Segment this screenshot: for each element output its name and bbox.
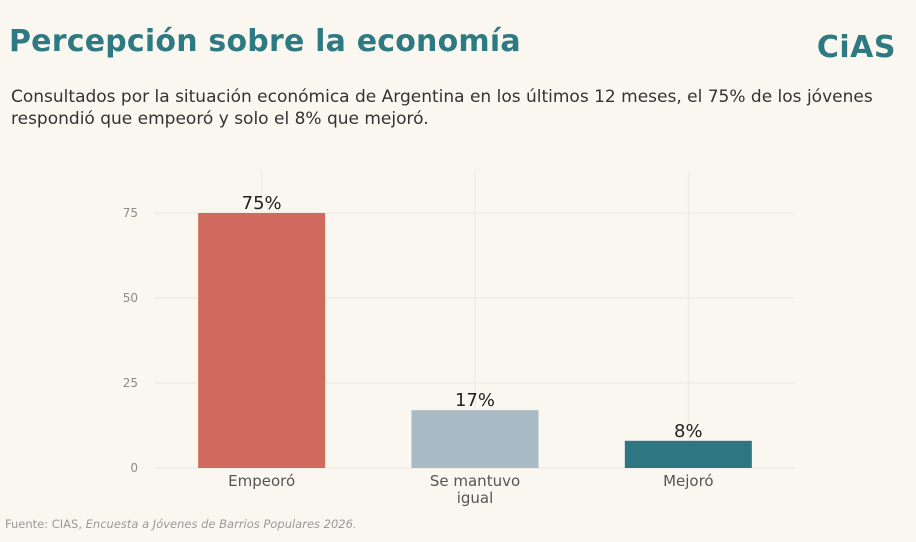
cias-logo: CiAS: [816, 30, 896, 65]
x-tick-label: Empeoró: [228, 472, 295, 490]
data-label: 75%: [242, 193, 282, 214]
source-prefix: Fuente: CIAS,: [5, 517, 86, 531]
bar: [624, 440, 752, 468]
x-tick-label: Se mantuvo: [430, 472, 520, 490]
x-tick-label: Mejoró: [663, 472, 714, 490]
y-tick-label: 75: [123, 206, 138, 220]
source-title: Encuesta a Jóvenes de Barrios Populares …: [85, 517, 357, 531]
data-label: 17%: [455, 390, 495, 411]
data-label: 8%: [674, 421, 703, 442]
page-title: Percepción sobre la economía: [9, 24, 521, 59]
chart-subtitle: Consultados por la situación económica d…: [11, 87, 873, 129]
y-tick-label: 0: [130, 461, 138, 475]
y-tick-label: 50: [123, 291, 138, 305]
y-tick-label: 25: [123, 376, 138, 390]
bar: [198, 213, 326, 468]
x-tick-label: igual: [457, 489, 494, 507]
source-note: Fuente: CIAS, Encuesta a Jóvenes de Barr…: [5, 517, 357, 531]
bar: [411, 410, 539, 468]
